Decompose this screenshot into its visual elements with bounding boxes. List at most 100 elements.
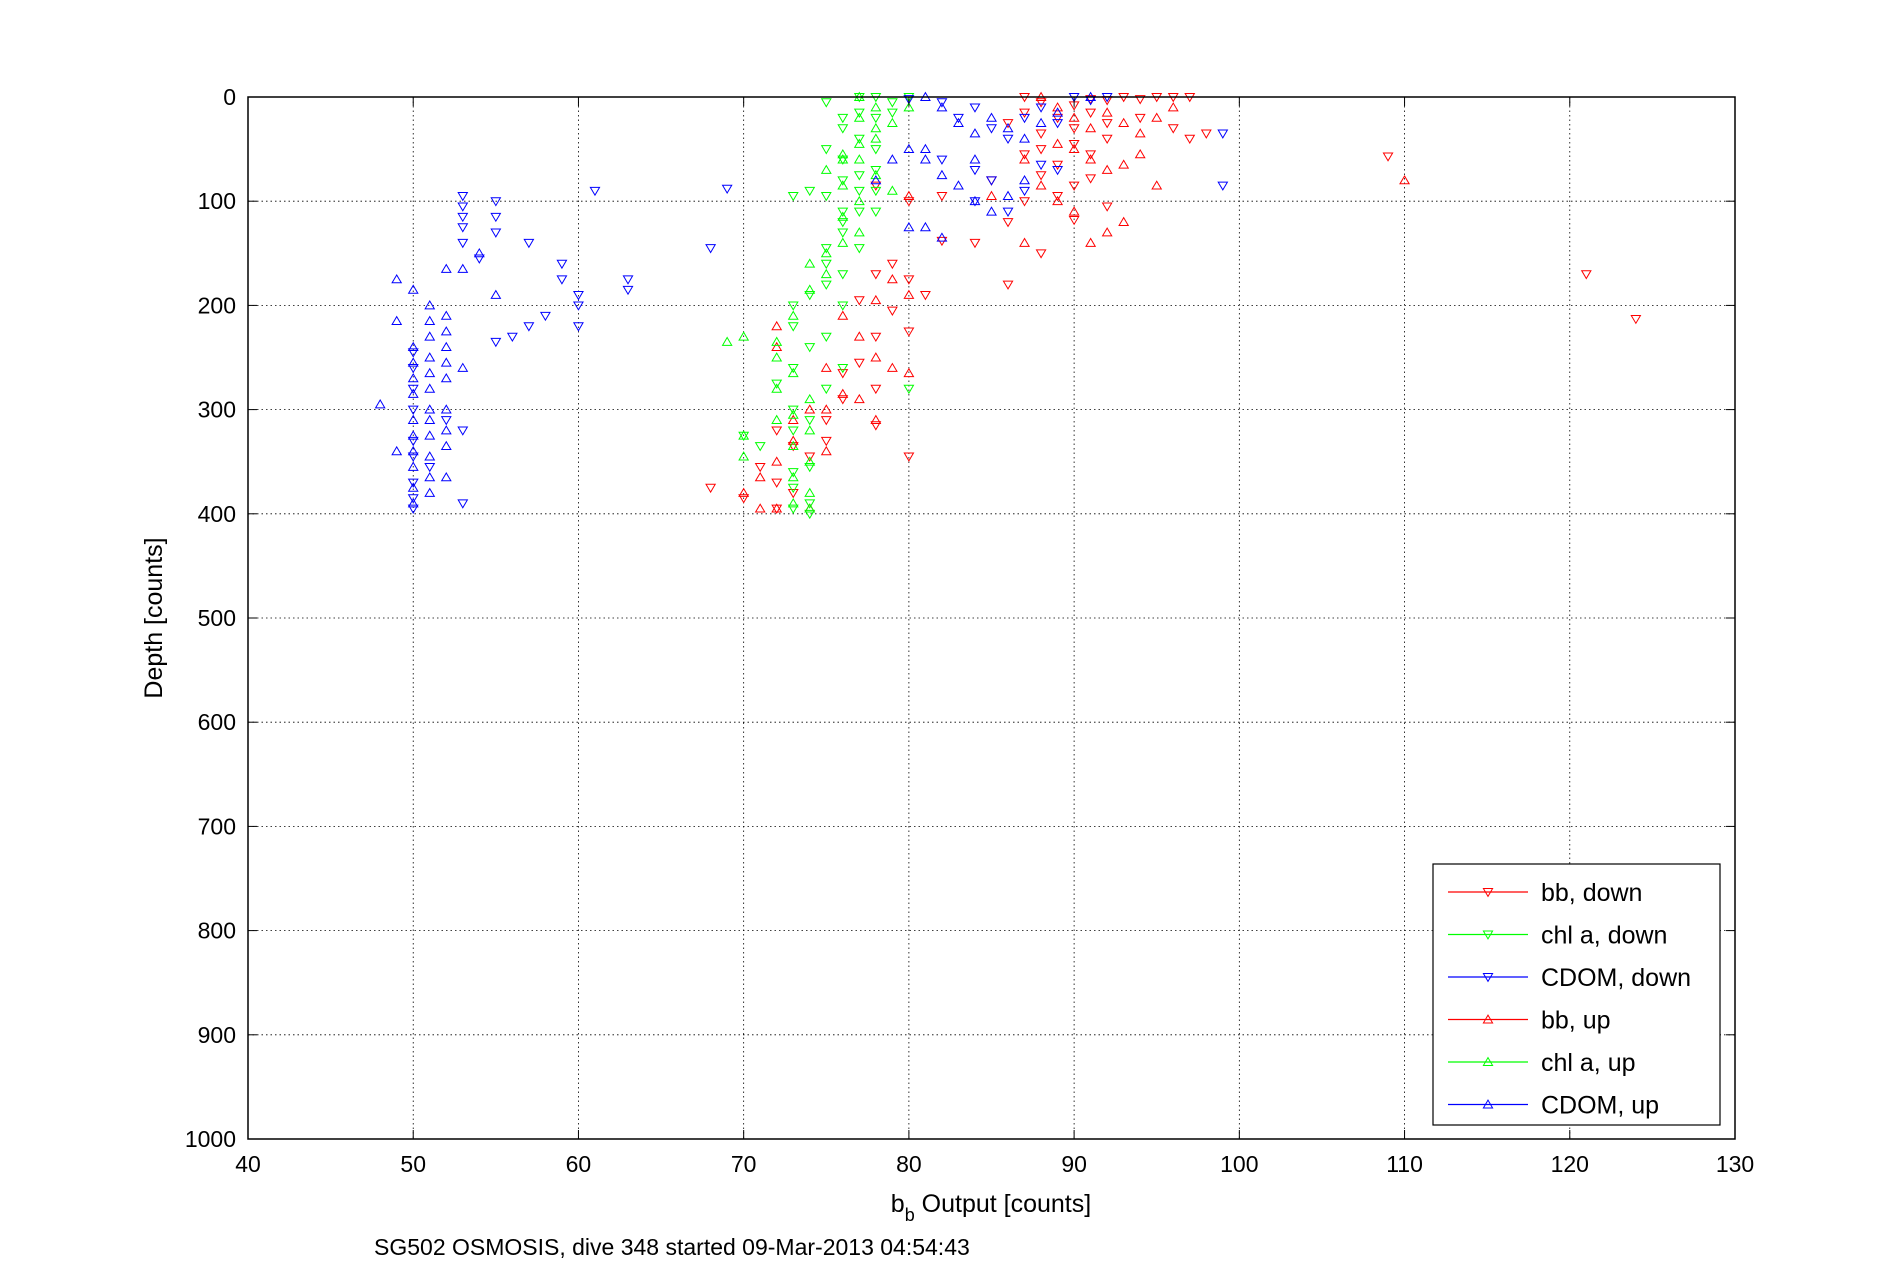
data-point bbox=[820, 247, 832, 258]
data-point bbox=[738, 430, 750, 440]
legend-label: bb, up bbox=[1541, 1007, 1611, 1035]
data-point bbox=[837, 207, 849, 217]
data-point bbox=[407, 461, 419, 471]
y-tick-label: 400 bbox=[198, 501, 236, 527]
data-point bbox=[853, 244, 865, 254]
data-point bbox=[1068, 112, 1080, 122]
data-point bbox=[837, 395, 849, 405]
legend: bb, down chl a, down CDOM, down bb, up chl a… bbox=[1432, 863, 1721, 1126]
data-point bbox=[407, 348, 419, 358]
data-point bbox=[804, 284, 816, 294]
data-point bbox=[952, 180, 964, 190]
data-point bbox=[886, 273, 898, 284]
data-point bbox=[771, 341, 783, 352]
data-point bbox=[738, 494, 750, 504]
data-point bbox=[787, 471, 799, 482]
data-point bbox=[523, 238, 535, 249]
data-point bbox=[1019, 108, 1031, 118]
data-point bbox=[820, 164, 832, 174]
data-point bbox=[986, 176, 997, 186]
data-point bbox=[1101, 119, 1113, 129]
data-point bbox=[787, 504, 799, 514]
data-point bbox=[1200, 129, 1212, 139]
data-point bbox=[870, 133, 882, 143]
data-point bbox=[820, 98, 832, 108]
data-point bbox=[754, 503, 766, 513]
data-point bbox=[870, 113, 882, 124]
x-tick-label: 120 bbox=[1551, 1151, 1589, 1177]
data-point bbox=[407, 414, 419, 424]
data-point bbox=[919, 221, 931, 232]
data-point bbox=[787, 483, 799, 494]
data-point bbox=[1035, 145, 1047, 155]
data-point bbox=[1019, 154, 1031, 164]
data-point bbox=[804, 509, 816, 520]
data-point bbox=[407, 372, 419, 383]
data-point bbox=[1085, 95, 1097, 105]
data-point bbox=[1002, 207, 1014, 217]
data-point bbox=[853, 186, 865, 197]
axis-ticks: 40 50 60 70 80 90 100 110 120 130 0 100 200 300 400 500… bbox=[185, 84, 1754, 1177]
legend-label: CDOM, down bbox=[1541, 964, 1691, 992]
data-point bbox=[870, 165, 882, 176]
data-point bbox=[903, 384, 915, 395]
data-point bbox=[1085, 154, 1097, 164]
data-point bbox=[738, 331, 750, 341]
data-point bbox=[771, 456, 783, 466]
data-point bbox=[837, 113, 849, 124]
data-point bbox=[1002, 190, 1014, 200]
data-point bbox=[886, 98, 898, 108]
data-point bbox=[837, 363, 849, 374]
x-axis-title-rest: Output [counts] bbox=[915, 1190, 1092, 1218]
data-point bbox=[440, 310, 452, 320]
x-axis-title-main: b bbox=[891, 1190, 905, 1218]
legend-marker bbox=[1482, 973, 1494, 983]
data-point bbox=[407, 452, 419, 462]
data-point bbox=[457, 212, 469, 223]
legend-marker bbox=[1482, 930, 1494, 940]
data-point bbox=[787, 435, 799, 445]
data-point bbox=[787, 489, 799, 499]
data-point bbox=[853, 296, 865, 306]
legend-box bbox=[1432, 863, 1721, 1126]
data-point bbox=[787, 440, 799, 451]
data-point bbox=[473, 247, 485, 258]
data-point bbox=[1167, 124, 1179, 134]
y-tick-label: 900 bbox=[198, 1022, 236, 1048]
data-point bbox=[424, 430, 436, 440]
data-point bbox=[804, 343, 816, 353]
data-point bbox=[837, 218, 849, 228]
data-point bbox=[820, 404, 832, 414]
data-point bbox=[407, 504, 419, 514]
data-point bbox=[837, 154, 849, 164]
data-point bbox=[1101, 202, 1113, 212]
data-point bbox=[853, 393, 865, 404]
data-point bbox=[1052, 107, 1064, 117]
data-point bbox=[903, 327, 915, 337]
data-point bbox=[886, 259, 898, 270]
data-point bbox=[589, 186, 601, 197]
data-points bbox=[374, 91, 1642, 520]
data-point bbox=[787, 498, 799, 508]
data-point bbox=[804, 487, 816, 497]
data-point bbox=[1052, 192, 1064, 202]
data-point bbox=[820, 268, 832, 279]
data-point bbox=[936, 192, 948, 202]
y-tick-label: 200 bbox=[198, 292, 236, 318]
data-point bbox=[490, 228, 502, 238]
y-tick-label: 600 bbox=[198, 709, 236, 735]
data-point bbox=[820, 145, 832, 155]
data-point bbox=[440, 357, 452, 367]
data-point bbox=[424, 300, 436, 310]
data-point bbox=[903, 289, 915, 299]
data-point bbox=[622, 275, 634, 285]
data-point bbox=[1085, 122, 1097, 133]
data-point bbox=[572, 301, 584, 311]
data-point bbox=[804, 186, 816, 197]
data-point bbox=[1184, 134, 1196, 145]
data-point bbox=[870, 352, 882, 362]
data-point bbox=[457, 362, 469, 372]
data-point bbox=[787, 468, 799, 478]
data-point bbox=[721, 336, 733, 346]
data-point bbox=[572, 322, 584, 332]
